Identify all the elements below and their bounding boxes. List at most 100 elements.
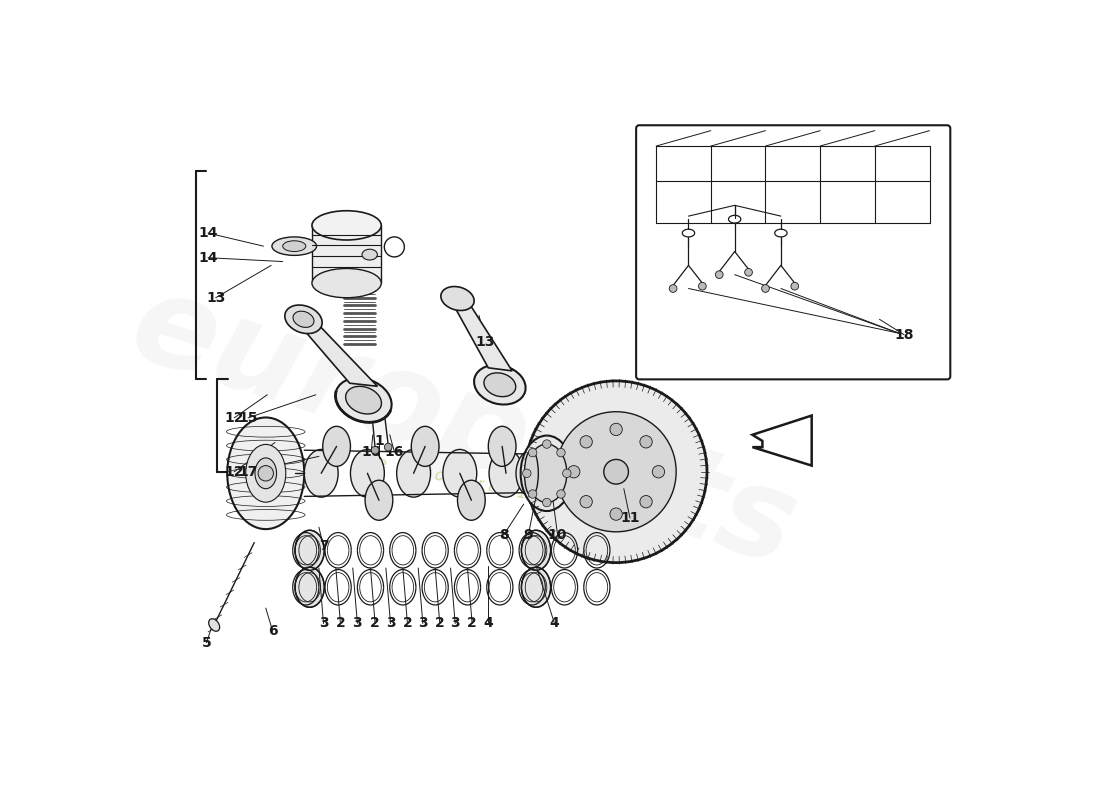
Circle shape [372, 446, 378, 454]
Ellipse shape [458, 480, 485, 520]
Ellipse shape [520, 435, 573, 511]
Circle shape [562, 469, 571, 478]
Ellipse shape [526, 381, 707, 562]
Circle shape [761, 285, 769, 292]
Polygon shape [298, 315, 377, 386]
Ellipse shape [336, 378, 392, 422]
Text: 9: 9 [524, 528, 534, 542]
Ellipse shape [322, 426, 351, 466]
Text: 3: 3 [353, 617, 362, 630]
Text: 4: 4 [550, 617, 560, 630]
Ellipse shape [521, 567, 551, 607]
Ellipse shape [351, 450, 384, 497]
Text: 14: 14 [198, 250, 218, 265]
Text: 8: 8 [498, 528, 508, 542]
Text: 3: 3 [386, 617, 395, 630]
Ellipse shape [285, 305, 322, 334]
Circle shape [652, 466, 664, 478]
Ellipse shape [525, 450, 538, 496]
Text: 12: 12 [224, 465, 244, 478]
Ellipse shape [604, 459, 628, 484]
Circle shape [557, 490, 565, 498]
Ellipse shape [362, 250, 377, 260]
Ellipse shape [527, 444, 566, 502]
Ellipse shape [556, 412, 676, 532]
Text: 3: 3 [418, 617, 428, 630]
Text: 3: 3 [450, 617, 460, 630]
Circle shape [715, 270, 723, 278]
Text: 18: 18 [894, 328, 914, 342]
Circle shape [568, 466, 580, 478]
Ellipse shape [283, 241, 306, 251]
Ellipse shape [312, 269, 382, 298]
Circle shape [258, 466, 274, 481]
FancyBboxPatch shape [636, 126, 950, 379]
Ellipse shape [521, 530, 551, 570]
Text: 1: 1 [374, 434, 384, 448]
Circle shape [609, 423, 623, 435]
Circle shape [698, 282, 706, 290]
Circle shape [580, 495, 592, 508]
Text: 2: 2 [336, 617, 345, 630]
Ellipse shape [443, 450, 476, 497]
Ellipse shape [255, 458, 276, 489]
Text: 11: 11 [620, 511, 640, 525]
Text: 13: 13 [475, 335, 495, 350]
Circle shape [580, 436, 592, 448]
Circle shape [609, 508, 623, 520]
Text: 4: 4 [483, 617, 493, 630]
Text: 13: 13 [206, 290, 225, 305]
Circle shape [522, 469, 531, 478]
Text: 14: 14 [198, 226, 218, 240]
Ellipse shape [490, 450, 522, 497]
Circle shape [528, 490, 537, 498]
Ellipse shape [411, 426, 439, 466]
Text: 16: 16 [362, 445, 381, 458]
Ellipse shape [488, 426, 516, 466]
Ellipse shape [516, 450, 550, 497]
Text: 2: 2 [403, 617, 412, 630]
Ellipse shape [305, 450, 338, 497]
Ellipse shape [397, 450, 430, 497]
Ellipse shape [228, 418, 305, 529]
Text: 5: 5 [201, 636, 211, 650]
Text: 16: 16 [385, 445, 404, 458]
Circle shape [640, 495, 652, 508]
Ellipse shape [295, 567, 324, 607]
Circle shape [384, 443, 392, 451]
Text: 2: 2 [468, 617, 477, 630]
Circle shape [542, 498, 551, 506]
Text: 2: 2 [434, 617, 444, 630]
Text: europarts: europarts [117, 263, 811, 591]
Ellipse shape [209, 618, 220, 631]
Circle shape [640, 436, 652, 448]
Text: 10: 10 [548, 528, 568, 542]
Polygon shape [752, 415, 812, 466]
Text: 2: 2 [371, 617, 380, 630]
Text: 17: 17 [239, 465, 257, 478]
Ellipse shape [272, 237, 317, 255]
Ellipse shape [293, 311, 314, 327]
Circle shape [557, 448, 565, 457]
Circle shape [791, 282, 799, 290]
Circle shape [669, 285, 676, 292]
Text: a  e  e u r o p a r t e  1 9 9 5: a e e u r o p a r t e 1 9 9 5 [356, 451, 571, 510]
Circle shape [542, 440, 551, 448]
Ellipse shape [295, 530, 324, 570]
Ellipse shape [345, 386, 382, 414]
Polygon shape [452, 294, 513, 371]
Text: 12: 12 [224, 411, 244, 425]
Circle shape [745, 269, 752, 276]
Ellipse shape [245, 445, 286, 502]
Bar [312, 226, 382, 283]
Ellipse shape [365, 480, 393, 520]
Ellipse shape [474, 365, 526, 405]
Text: 3: 3 [319, 617, 328, 630]
Circle shape [528, 448, 537, 457]
Text: 15: 15 [239, 411, 257, 425]
Ellipse shape [312, 210, 382, 240]
Ellipse shape [484, 373, 516, 397]
Ellipse shape [441, 286, 474, 310]
Text: 7: 7 [319, 539, 328, 554]
Text: 6: 6 [268, 624, 277, 638]
